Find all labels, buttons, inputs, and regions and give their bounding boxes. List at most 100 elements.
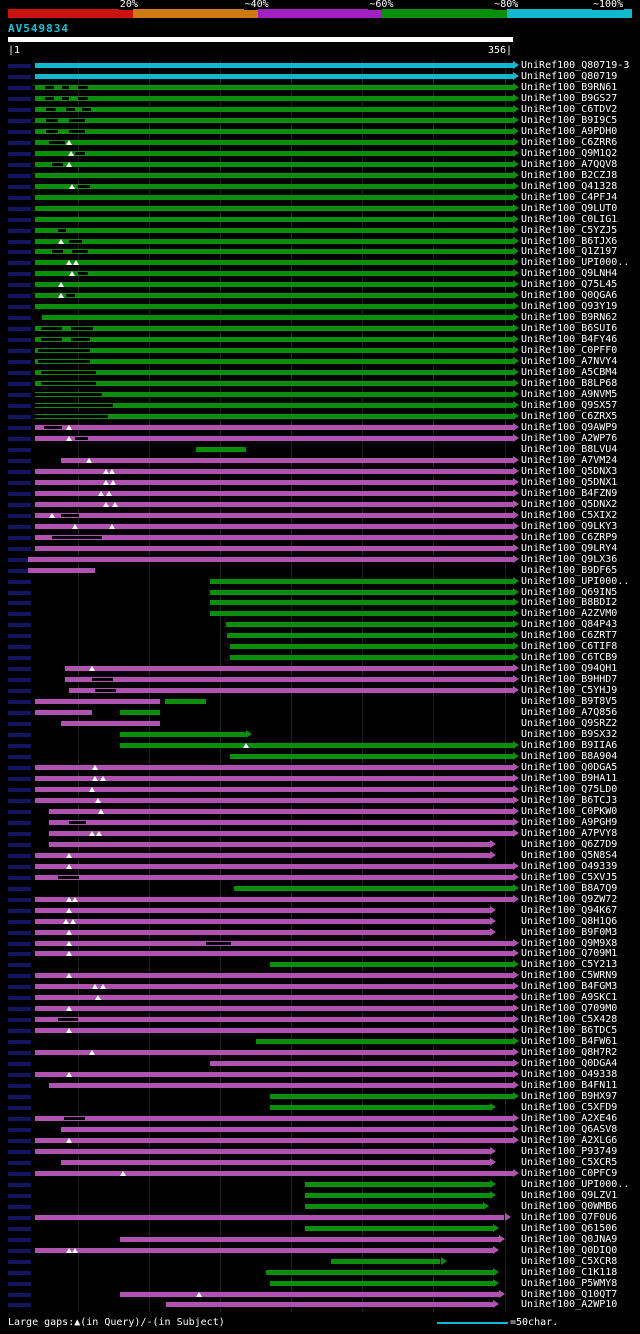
hit-label[interactable]: UniRef100_A7PVY8 bbox=[521, 827, 618, 839]
hit-label[interactable]: UniRef100_Q7F0U6 bbox=[521, 1211, 618, 1223]
hit-label[interactable]: UniRef100_B9T8V5 bbox=[521, 696, 618, 708]
hit-label[interactable]: UniRef100_Q9LRY4 bbox=[521, 542, 618, 554]
hit-bar[interactable] bbox=[229, 644, 513, 650]
hit-label[interactable]: UniRef100_C6ZRT7 bbox=[521, 630, 618, 642]
hit-label[interactable]: UniRef100_Q0QGA6 bbox=[521, 290, 618, 302]
hit-label[interactable]: UniRef100_C6TIF8 bbox=[521, 641, 618, 653]
hit-bar[interactable] bbox=[120, 732, 246, 738]
hit-bar[interactable] bbox=[60, 1159, 491, 1165]
hit-label[interactable]: UniRef100_C6TDV2 bbox=[521, 103, 618, 115]
hit-bar[interactable] bbox=[35, 194, 513, 200]
hit-label[interactable]: UniRef100_Q41328 bbox=[521, 180, 618, 192]
hit-bar[interactable] bbox=[35, 918, 491, 924]
hit-bar[interactable] bbox=[35, 414, 513, 419]
hit-label[interactable]: UniRef100_O49339 bbox=[521, 860, 618, 872]
hit-label[interactable]: UniRef100_C6ZRP9 bbox=[521, 531, 618, 543]
hit-bar[interactable] bbox=[35, 161, 513, 167]
hit-bar[interactable] bbox=[35, 73, 513, 79]
hit-bar[interactable] bbox=[35, 403, 513, 409]
hit-bar[interactable] bbox=[35, 973, 513, 979]
hit-label[interactable]: UniRef100_Q94QH1 bbox=[521, 663, 618, 675]
hit-label[interactable]: UniRef100_B6TJX6 bbox=[521, 235, 618, 247]
hit-bar[interactable] bbox=[35, 271, 513, 277]
hit-label[interactable]: UniRef100_Q9LKY3 bbox=[521, 520, 618, 532]
hit-bar[interactable] bbox=[35, 370, 513, 376]
hit-label[interactable]: UniRef100_A9SKC1 bbox=[521, 992, 618, 1004]
hit-bar[interactable] bbox=[35, 929, 491, 935]
hit-bar[interactable] bbox=[35, 479, 513, 485]
hit-bar[interactable] bbox=[35, 227, 513, 233]
hit-bar[interactable] bbox=[27, 556, 513, 562]
hit-bar[interactable] bbox=[49, 1083, 513, 1089]
hit-label[interactable]: UniRef100_B6SUI6 bbox=[521, 323, 618, 335]
hit-bar[interactable] bbox=[255, 1039, 513, 1045]
hit-bar[interactable] bbox=[269, 1105, 491, 1111]
hit-label[interactable]: UniRef100_Q709M1 bbox=[521, 948, 618, 960]
hit-bar[interactable] bbox=[210, 578, 513, 584]
hit-label[interactable]: UniRef100_P5WMY8 bbox=[521, 1277, 618, 1289]
hit-label[interactable]: UniRef100_Q9SX57 bbox=[521, 400, 618, 412]
hit-label[interactable]: UniRef100_Q9M1Q2 bbox=[521, 147, 618, 159]
hit-bar[interactable] bbox=[35, 523, 513, 529]
hit-label[interactable]: UniRef100_C4PFJ4 bbox=[521, 191, 618, 203]
hit-bar[interactable] bbox=[35, 435, 513, 441]
hit-label[interactable]: UniRef100_Q10QT7 bbox=[521, 1288, 618, 1300]
hit-label[interactable]: UniRef100_Q75LD0 bbox=[521, 783, 618, 795]
hit-label[interactable]: UniRef100_Q9LX36 bbox=[521, 553, 618, 565]
hit-bar[interactable] bbox=[210, 611, 513, 617]
hit-label[interactable]: UniRef100_Q61506 bbox=[521, 1222, 618, 1234]
hit-bar[interactable] bbox=[35, 995, 513, 1001]
hit-label[interactable]: UniRef100_Q0JNA9 bbox=[521, 1233, 618, 1245]
hit-bar[interactable] bbox=[120, 1291, 499, 1297]
hit-bar[interactable] bbox=[35, 216, 513, 222]
hit-label[interactable]: UniRef100_Q80719-3 bbox=[521, 60, 630, 71]
hit-bar[interactable] bbox=[35, 951, 513, 957]
hit-label[interactable]: UniRef100_Q1Z197 bbox=[521, 246, 618, 258]
hit-bar[interactable] bbox=[35, 205, 513, 211]
hit-label[interactable]: UniRef100_UPI000.. bbox=[521, 257, 630, 269]
hit-bar[interactable] bbox=[35, 1050, 513, 1056]
hit-bar[interactable] bbox=[35, 1148, 491, 1154]
hit-bar[interactable] bbox=[35, 1214, 505, 1220]
hit-label[interactable]: UniRef100_B9F0M3 bbox=[521, 926, 618, 938]
hit-label[interactable]: UniRef100_Q8H1Q6 bbox=[521, 915, 618, 927]
hit-label[interactable]: UniRef100_C0PKW0 bbox=[521, 805, 618, 817]
hit-bar[interactable] bbox=[35, 797, 513, 803]
hit-bar[interactable] bbox=[35, 896, 513, 902]
hit-bar[interactable] bbox=[35, 326, 513, 332]
hit-label[interactable]: UniRef100_Q6ASV8 bbox=[521, 1123, 618, 1135]
hit-bar[interactable] bbox=[35, 359, 513, 365]
hit-label[interactable]: UniRef100_Q5N8S4 bbox=[521, 849, 618, 861]
hit-bar[interactable] bbox=[27, 567, 95, 573]
hit-label[interactable]: UniRef100_A2WP76 bbox=[521, 432, 618, 444]
hit-bar[interactable] bbox=[35, 1072, 513, 1078]
hit-label[interactable]: UniRef100_B6TCJ3 bbox=[521, 794, 618, 806]
hit-bar[interactable] bbox=[229, 754, 513, 760]
hit-label[interactable]: UniRef100_B8LP68 bbox=[521, 378, 618, 390]
hit-label[interactable]: UniRef100_A7QQV8 bbox=[521, 158, 618, 170]
hit-label[interactable]: UniRef100_B9HA11 bbox=[521, 772, 618, 784]
hit-bar[interactable] bbox=[35, 139, 513, 145]
hit-bar[interactable] bbox=[35, 172, 513, 178]
hit-label[interactable]: UniRef100_A7NVY4 bbox=[521, 356, 618, 368]
hit-label[interactable]: UniRef100_B9IIA6 bbox=[521, 740, 618, 752]
hit-bar[interactable] bbox=[35, 874, 513, 880]
hit-label[interactable]: UniRef100_A7Q856 bbox=[521, 707, 618, 719]
hit-label[interactable]: UniRef100_B9RN61 bbox=[521, 81, 618, 93]
hit-bar[interactable] bbox=[35, 501, 513, 507]
hit-label[interactable]: UniRef100_C0PFF0 bbox=[521, 345, 618, 357]
hit-bar[interactable] bbox=[35, 786, 513, 792]
hit-bar[interactable] bbox=[120, 743, 513, 749]
hit-bar[interactable] bbox=[210, 1061, 513, 1067]
hit-label[interactable]: UniRef100_C5XCR8 bbox=[521, 1255, 618, 1267]
hit-label[interactable]: UniRef100_C5XIX2 bbox=[521, 509, 618, 521]
hit-label[interactable]: UniRef100_Q9LZV1 bbox=[521, 1189, 618, 1201]
hit-label[interactable]: UniRef100_B9HX97 bbox=[521, 1091, 618, 1103]
hit-label[interactable]: UniRef100_C5XVJ5 bbox=[521, 871, 618, 883]
hit-bar[interactable] bbox=[35, 304, 513, 310]
hit-label[interactable]: UniRef100_B9I9C5 bbox=[521, 114, 618, 126]
hit-bar[interactable] bbox=[35, 128, 513, 134]
hit-bar[interactable] bbox=[227, 633, 513, 639]
hit-bar[interactable] bbox=[69, 688, 513, 694]
hit-label[interactable]: UniRef100_Q5DNX2 bbox=[521, 498, 618, 510]
